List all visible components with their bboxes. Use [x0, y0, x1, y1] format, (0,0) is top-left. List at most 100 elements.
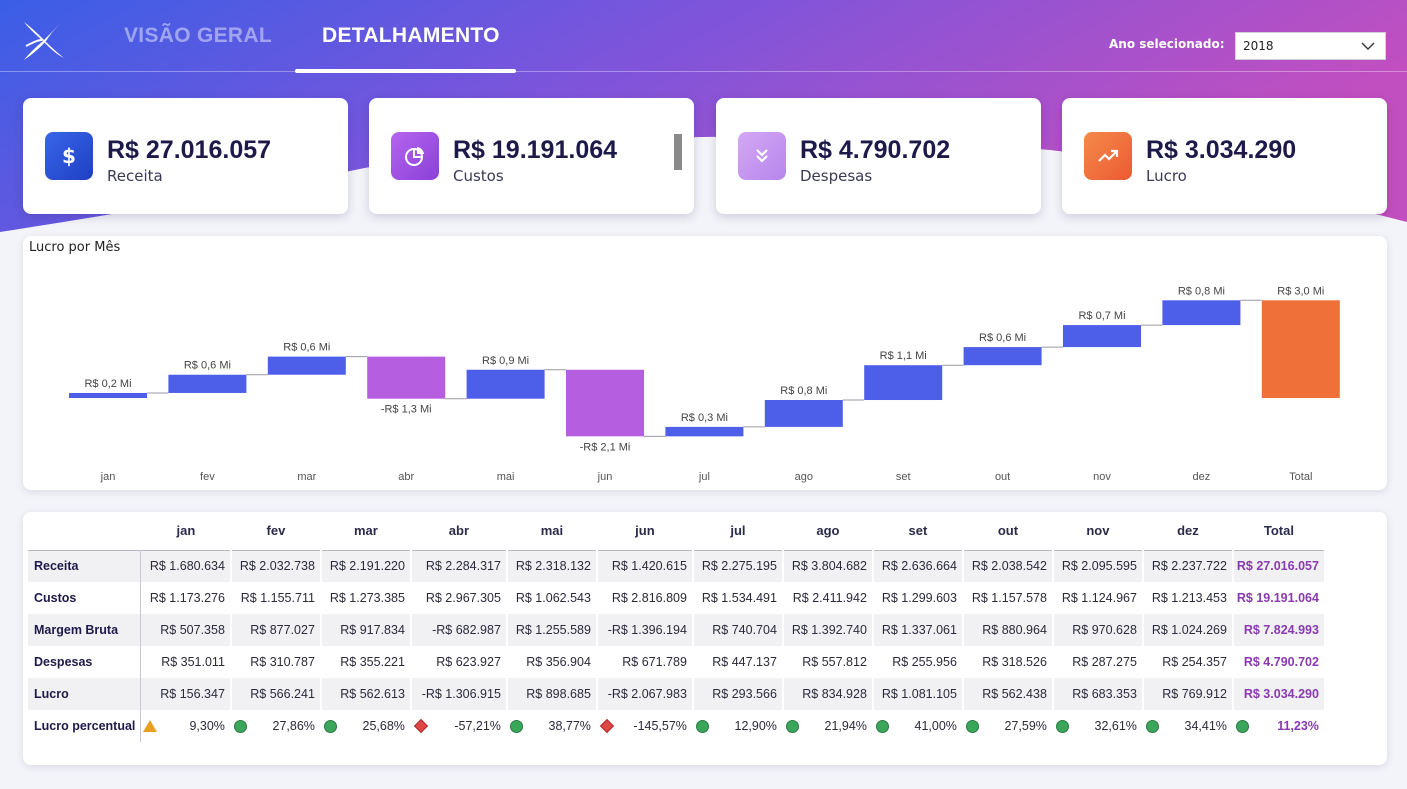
- table-cell: R$ 318.526: [962, 646, 1054, 678]
- table-cell: R$ 557.812: [782, 646, 874, 678]
- pct-value: 34,41%: [1184, 719, 1227, 733]
- column-header: nov: [1086, 523, 1110, 539]
- table-cell: 27,86%: [230, 710, 322, 742]
- table-cell: 34,41%: [1142, 710, 1234, 742]
- x-tick-label: mai: [497, 471, 515, 483]
- waterfall-bar-dez[interactable]: [1162, 300, 1241, 326]
- red-diamond-icon: [599, 718, 614, 734]
- data-label: R$ 0,6 Mi: [283, 342, 330, 354]
- table-corner: [28, 512, 141, 550]
- x-tick-label: dez: [1193, 471, 1211, 483]
- table-row: Receita R$ 1.680.634 R$ 2.032.738 R$ 2.191.…: [28, 549, 1326, 582]
- waterfall-bar-jun[interactable]: [566, 369, 644, 437]
- logo-icon: [20, 18, 68, 62]
- year-dropdown-value: 2018: [1243, 39, 1274, 53]
- table-cell: 9,30%: [140, 710, 232, 742]
- svg-text:$: $: [62, 144, 76, 168]
- tab-visao-geral[interactable]: VISÃO GERAL: [124, 24, 272, 47]
- table-cell: 38,77%: [506, 710, 598, 742]
- table-cell: R$ 2.284.317: [410, 549, 508, 582]
- table-cell: -145,57%: [596, 710, 694, 742]
- table-cell: R$ 740.704: [692, 614, 784, 646]
- table-cell: R$ 355.221: [320, 646, 412, 678]
- table-cell: 21,94%: [782, 710, 874, 742]
- pct-value: -57,21%: [454, 719, 501, 733]
- table-cell: R$ 970.628: [1052, 614, 1144, 646]
- table-cell: R$ 1.157.578: [962, 582, 1054, 614]
- waterfall-bar-abr[interactable]: [367, 356, 446, 399]
- waterfall-bar-ago[interactable]: [764, 400, 843, 427]
- table-cell: R$ 2.816.809: [596, 582, 694, 614]
- table-cell: 25,68%: [320, 710, 412, 742]
- waterfall-bar-out[interactable]: [963, 347, 1042, 366]
- scroll-grip[interactable]: [674, 134, 682, 170]
- green-circle-icon: [875, 719, 889, 733]
- pct-value: 32,61%: [1094, 719, 1137, 733]
- waterfall-bar-nov[interactable]: [1063, 325, 1141, 348]
- pct-value: 21,94%: [824, 719, 867, 733]
- table-cell: 27,59%: [962, 710, 1054, 742]
- table-cell: -R$ 1.396.194: [596, 614, 694, 646]
- table-cell: R$ 2.038.542: [962, 549, 1054, 582]
- table-cell: R$ 287.275: [1052, 646, 1144, 678]
- waterfall-bar-fev[interactable]: [168, 374, 247, 393]
- table-cell: R$ 1.081.105: [872, 678, 964, 710]
- table-cell: R$ 1.062.543: [506, 582, 598, 614]
- waterfall-bar-jan[interactable]: [69, 392, 147, 398]
- column-header: dez: [1177, 523, 1199, 539]
- table-cell: R$ 683.353: [1052, 678, 1144, 710]
- table-cell: -R$ 2.067.983: [596, 678, 694, 710]
- pct-value: 38,77%: [548, 719, 591, 733]
- data-label: R$ 0,8 Mi: [780, 385, 827, 397]
- waterfall-bar-set[interactable]: [864, 365, 943, 401]
- kpi-card-despesas: R$ 4.790.702 Despesas: [716, 98, 1041, 214]
- tab-detalhamento[interactable]: DETALHAMENTO: [322, 24, 500, 47]
- waterfall-bar-mai[interactable]: [466, 369, 545, 399]
- table-cell: R$ 1.534.491: [692, 582, 784, 614]
- table-cell: R$ 566.241: [230, 678, 322, 710]
- green-circle-icon: [785, 719, 799, 733]
- pct-value: 27,59%: [1004, 719, 1047, 733]
- green-circle-icon: [1145, 719, 1159, 733]
- x-tick-label: set: [896, 471, 911, 483]
- table-cell: R$ 2.275.195: [692, 549, 784, 582]
- table-header-row: jan fev mar abr mai jun jul ago set out nov dez Tota…: [28, 512, 1325, 550]
- waterfall-bar-mar[interactable]: [267, 356, 346, 375]
- chart-card-lucro-por-mes: Lucro por Mês R$ 0,2 Mi jan R$ 0,6 Mi fev R$…: [23, 236, 1387, 490]
- data-label: R$ 0,6 Mi: [184, 360, 231, 372]
- green-circle-icon: [695, 719, 709, 733]
- row-label: Custos: [28, 582, 142, 614]
- table-cell: R$ 562.438: [962, 678, 1054, 710]
- table-row: Lucro R$ 156.347 R$ 566.241 R$ 562.613 -R$ 1…: [28, 678, 1326, 710]
- x-tick-label: nov: [1093, 471, 1111, 483]
- table-cell: R$ 255.956: [872, 646, 964, 678]
- table-row: Margem Bruta R$ 507.358 R$ 877.027 R$ 917.8…: [28, 614, 1326, 646]
- x-tick-label: Total: [1289, 471, 1312, 483]
- table-cell: R$ 1.124.967: [1052, 582, 1144, 614]
- table-cell: R$ 877.027: [230, 614, 322, 646]
- table-cell: R$ 1.273.385: [320, 582, 412, 614]
- waterfall-chart: R$ 0,2 Mi jan R$ 0,6 Mi fev R$ 0,6 Mi mar -R$ …: [69, 285, 1340, 483]
- kpi-value: R$ 4.790.702: [800, 136, 951, 164]
- kpi-label: Receita: [107, 167, 163, 185]
- total-cell: R$ 19.191.064: [1232, 582, 1326, 614]
- dollar-icon: $: [45, 132, 93, 180]
- table-cell: R$ 1.255.589: [506, 614, 598, 646]
- year-dropdown[interactable]: 2018: [1235, 32, 1386, 60]
- kpi-label: Custos: [453, 167, 504, 185]
- pct-value: 27,86%: [272, 719, 315, 733]
- table-cell: R$ 356.904: [506, 646, 598, 678]
- green-circle-icon: [965, 719, 979, 733]
- kpi-value: R$ 3.034.290: [1146, 136, 1297, 164]
- table-cell: R$ 1.392.740: [782, 614, 874, 646]
- table-cell: R$ 2.095.595: [1052, 549, 1144, 582]
- table-cell: -R$ 682.987: [410, 614, 508, 646]
- waterfall-bar-jul[interactable]: [665, 426, 744, 437]
- table-cell: 41,00%: [872, 710, 964, 742]
- red-diamond-icon: [413, 718, 428, 734]
- table-cell: R$ 1.299.603: [872, 582, 964, 614]
- table-cell: 32,61%: [1052, 710, 1144, 742]
- table-cell: R$ 2.318.132: [506, 549, 598, 582]
- column-header: mai: [540, 523, 564, 539]
- waterfall-bar-total[interactable]: [1261, 300, 1340, 398]
